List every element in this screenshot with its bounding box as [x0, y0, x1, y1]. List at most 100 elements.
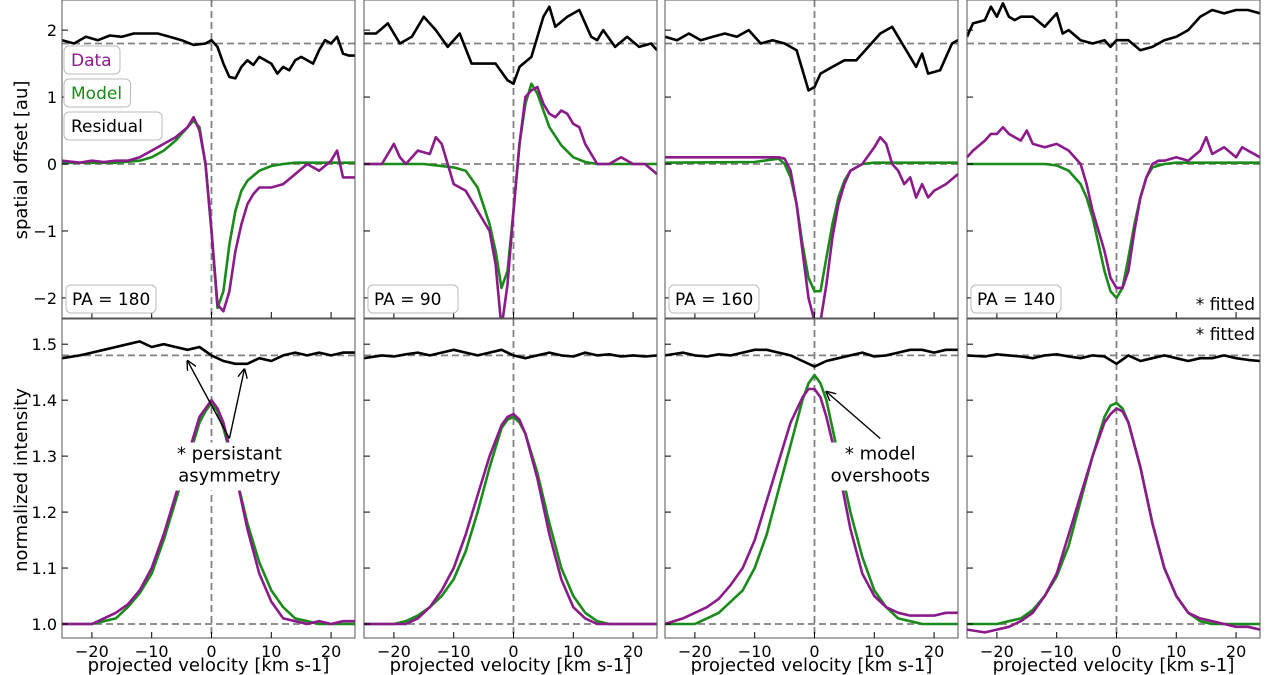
series-line-residual — [967, 1, 1260, 52]
y-tick-label: 1 — [47, 88, 57, 107]
fitted-label: * fitted — [1196, 295, 1255, 315]
series-line-data — [967, 407, 1260, 634]
x-tick-label: −10 — [1040, 642, 1074, 661]
pa-label-box — [970, 284, 1062, 314]
annotation-text: * persistant — [177, 444, 282, 465]
series-line-model — [967, 161, 1260, 300]
y-tick-label: 1.4 — [32, 391, 57, 410]
x-tick-label: 20 — [1226, 642, 1246, 661]
x-axis-label: projected velocity [km s-1] — [88, 655, 330, 675]
series-line-data — [665, 135, 958, 318]
legend-label-residual: Residual — [71, 117, 143, 137]
series-line-residual — [364, 348, 657, 360]
legend-box — [63, 45, 121, 75]
bottom-y-axis-label: normalized intensity — [11, 388, 32, 572]
series-line-data — [364, 85, 657, 318]
y-tick-label: 2 — [47, 21, 57, 40]
annotation-text: asymmetry — [178, 466, 281, 487]
panel-frame — [61, 0, 356, 319]
series-line-model — [62, 401, 355, 626]
series-line-data — [967, 125, 1260, 290]
series-line-model — [665, 157, 958, 293]
y-tick-label: −2 — [33, 289, 57, 308]
panel-top-1: PA = 90 — [363, 0, 658, 319]
annotation-arrow — [228, 369, 244, 439]
annotation-arrow — [826, 392, 881, 440]
series-line-data — [62, 115, 355, 313]
panel-top-2: PA = 160 — [664, 0, 959, 319]
y-tick-label: 1.5 — [32, 335, 57, 354]
series-line-residual — [62, 340, 355, 366]
series-line-model — [62, 119, 355, 310]
pa-label-box — [668, 284, 760, 314]
x-tick-label: 20 — [924, 642, 944, 661]
top-y-axis-label: spatial offset [au] — [11, 81, 32, 240]
panel-frame — [363, 318, 658, 639]
pa-label: PA = 140 — [977, 290, 1055, 310]
pa-label: PA = 90 — [374, 290, 441, 310]
x-tick-label: 0 — [206, 642, 216, 661]
legend-label-data: Data — [71, 51, 112, 71]
x-tick-label: −10 — [135, 642, 169, 661]
x-tick-label: 10 — [1166, 642, 1186, 661]
panel-bottom-0: −20 −10 0 10 20 1.0 1.1 1.2 1.3 1.4 1.5 projected v… — [32, 318, 356, 675]
y-tick-label: −1 — [33, 222, 57, 241]
annotation-arrow — [188, 361, 231, 439]
annotation-background — [826, 442, 935, 491]
x-tick-label: 0 — [809, 642, 819, 661]
y-tick-label: 1.1 — [32, 559, 57, 578]
series-line-data — [364, 412, 657, 626]
fitted-label: * fitted — [1196, 325, 1255, 345]
legend-box — [63, 111, 163, 141]
y-tick-label: 0 — [47, 155, 57, 174]
series-line-residual — [665, 25, 958, 92]
pa-label: PA = 180 — [72, 290, 150, 310]
x-tick-label: 10 — [563, 642, 583, 661]
y-tick-label: 1.0 — [32, 615, 57, 634]
legend-box — [63, 78, 131, 108]
panel-top-3: PA = 140 — [966, 0, 1261, 319]
x-tick-label: 0 — [508, 642, 518, 661]
pa-label-box — [65, 284, 157, 314]
annotation-text: * model — [845, 444, 916, 465]
x-tick-label: −20 — [980, 642, 1014, 661]
series-line-residual — [62, 32, 355, 80]
panel-frame — [664, 318, 959, 639]
series-line-residual — [967, 352, 1260, 366]
pa-label-box — [367, 284, 459, 314]
panel-frame — [966, 0, 1261, 319]
x-tick-label: 0 — [1111, 642, 1121, 661]
annotation-background — [165, 442, 294, 491]
x-axis-label: projected velocity [km s-1] — [993, 655, 1235, 675]
panel-frame — [363, 0, 658, 319]
x-axis-label: projected velocity [km s-1] — [390, 655, 632, 675]
x-tick-label: −10 — [437, 642, 471, 661]
x-tick-label: 20 — [321, 642, 341, 661]
series-line-residual — [364, 5, 657, 85]
series-line-model — [665, 373, 958, 626]
panel-frame — [61, 318, 356, 639]
x-tick-label: −10 — [738, 642, 772, 661]
pa-label: PA = 160 — [675, 290, 753, 310]
x-tick-label: −20 — [678, 642, 712, 661]
panel-frame — [664, 0, 959, 319]
x-tick-label: 10 — [261, 642, 281, 661]
x-tick-label: −20 — [377, 642, 411, 661]
series-line-data — [62, 398, 355, 626]
y-tick-label: 1.3 — [32, 447, 57, 466]
x-tick-label: 10 — [864, 642, 884, 661]
y-tick-label: 1.2 — [32, 503, 57, 522]
legend-label-model: Model — [71, 84, 122, 104]
x-axis-label: projected velocity [km s-1] — [691, 655, 933, 675]
x-tick-label: −20 — [75, 642, 109, 661]
series-line-data — [665, 387, 958, 626]
panel-top-0: −2 −1 0 1 2 PA = 180 — [33, 0, 356, 319]
